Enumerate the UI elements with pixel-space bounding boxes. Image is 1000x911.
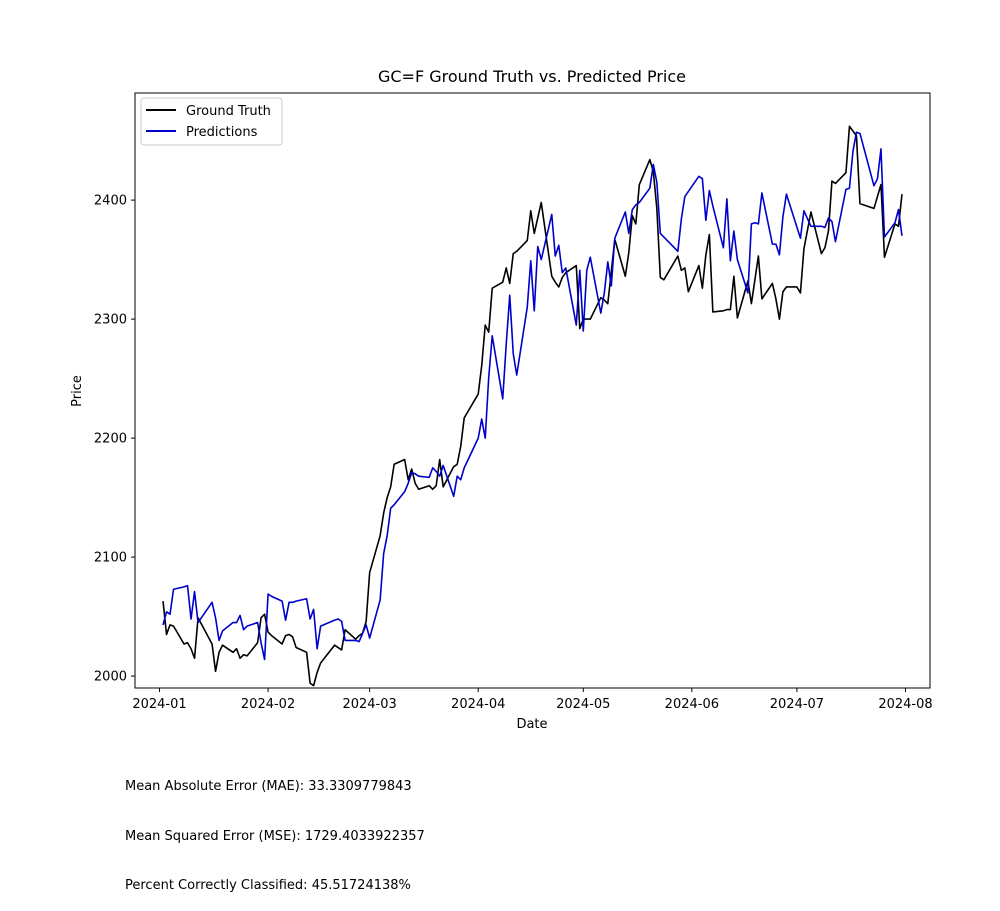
mse-text: Mean Squared Error (MSE): 1729.403392235…: [125, 828, 425, 844]
x-axis: 2024-01 2024-02 2024-03 2024-04 2024-05 2024-…: [132, 688, 933, 712]
metrics-block: Mean Absolute Error (MAE): 33.3309779843…: [125, 746, 425, 911]
pcc-text: Percent Correctly Classified: 45.5172413…: [125, 878, 411, 893]
y-tick-label: 2100: [94, 551, 127, 566]
line-chart: GC=F Ground Truth vs. Predicted Price 20…: [70, 67, 933, 732]
x-tick-label: 2024-05: [556, 697, 610, 712]
series-line-ground-truth: [162, 125, 903, 687]
x-tick-label: 2024-07: [770, 697, 824, 712]
series-layer: [162, 125, 903, 687]
legend-label-ground-truth: Ground Truth: [186, 104, 271, 119]
y-tick-label: 2400: [94, 194, 127, 209]
legend-label-predictions: Predictions: [186, 125, 258, 140]
x-axis-label: Date: [516, 717, 547, 732]
y-tick-label: 2200: [94, 432, 127, 447]
legend: Ground Truth Predictions: [140, 97, 283, 146]
chart-title: GC=F Ground Truth vs. Predicted Price: [378, 67, 686, 86]
x-tick-label: 2024-01: [132, 697, 186, 712]
mae-text: Mean Absolute Error (MAE): 33.3309779843: [125, 779, 412, 794]
y-axis: 2000 2100 2200 2300 2400: [94, 194, 135, 685]
series-line-predictions: [162, 131, 903, 661]
y-axis-label: Price: [70, 375, 85, 407]
x-tick-label: 2024-06: [665, 697, 719, 712]
x-tick-label: 2024-08: [878, 697, 932, 712]
y-tick-label: 2300: [94, 313, 127, 328]
legend-box: [140, 97, 283, 146]
plot-area-frame: [134, 92, 931, 689]
x-tick-label: 2024-04: [451, 697, 505, 712]
x-tick-label: 2024-03: [342, 697, 396, 712]
y-tick-label: 2000: [94, 670, 127, 685]
x-tick-label: 2024-02: [241, 697, 295, 712]
